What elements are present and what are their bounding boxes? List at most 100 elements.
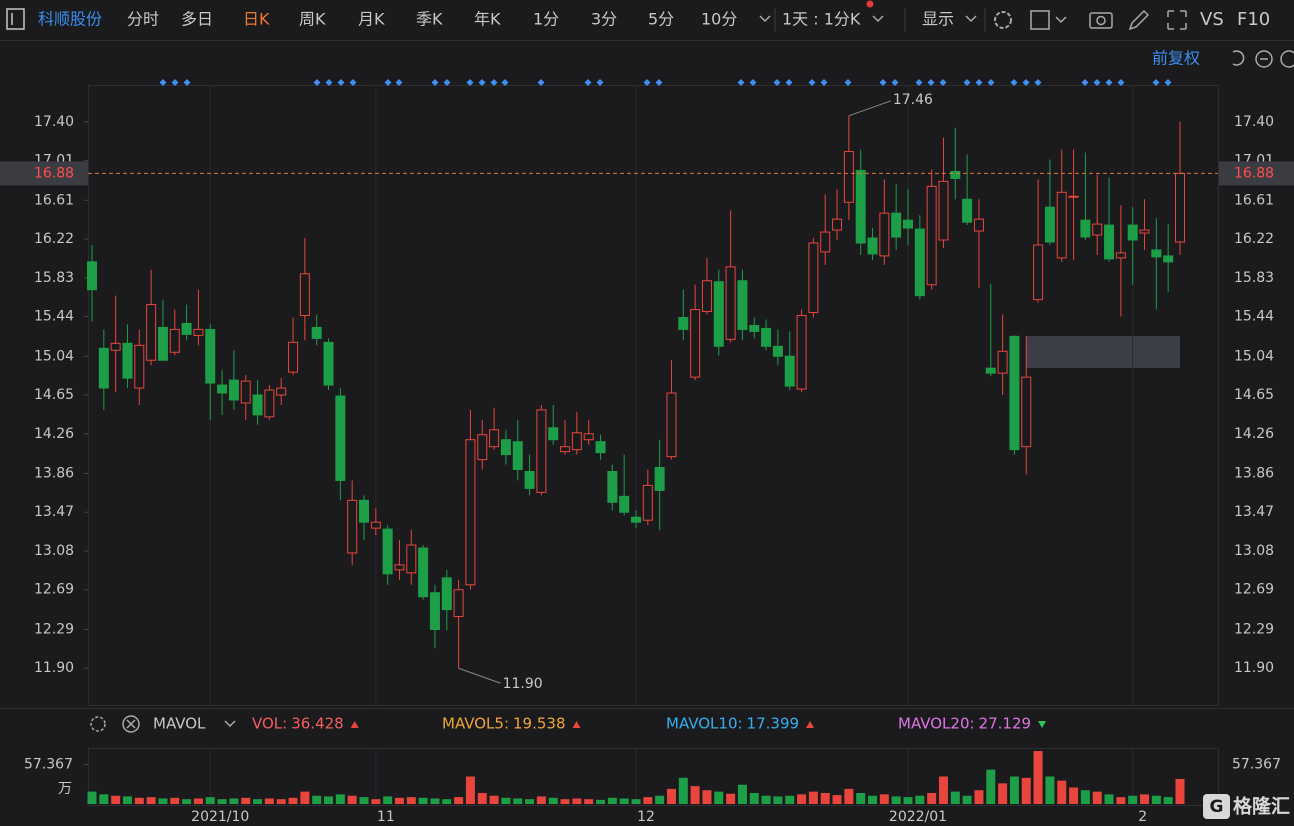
y-tick-label: 13.08 bbox=[1234, 543, 1274, 559]
display-menu[interactable]: 显示 bbox=[922, 10, 954, 29]
volume-bar bbox=[832, 795, 842, 804]
draw-icon[interactable] bbox=[1128, 9, 1150, 31]
indicator-close[interactable] bbox=[122, 715, 140, 733]
volume-bar bbox=[560, 799, 570, 804]
y-tick-label: 13.08 bbox=[34, 543, 74, 559]
y-tick-label: 16.61 bbox=[34, 192, 74, 208]
volume-bar bbox=[205, 797, 215, 804]
tab[interactable]: 月K bbox=[358, 10, 385, 29]
candle-body bbox=[737, 280, 748, 330]
candle-body bbox=[1080, 219, 1091, 238]
volume-bar bbox=[962, 795, 972, 804]
indicator-label: MAVOL5: bbox=[442, 715, 509, 733]
zoom-in-icon[interactable] bbox=[1280, 50, 1294, 68]
signal-marker bbox=[749, 79, 757, 86]
tab[interactable]: 年K bbox=[474, 10, 501, 29]
zoom-out-icon[interactable] bbox=[1255, 50, 1273, 68]
notify-dot bbox=[866, 0, 874, 8]
volume-bar bbox=[406, 797, 416, 804]
candle-body bbox=[973, 218, 984, 232]
stock-name[interactable]: 科顺股份 bbox=[38, 10, 102, 29]
tab[interactable]: 分时 bbox=[127, 10, 159, 29]
layout-icon[interactable] bbox=[1030, 10, 1050, 30]
chevron[interactable] bbox=[1055, 16, 1067, 24]
f10-button[interactable]: F10 bbox=[1237, 9, 1270, 30]
candle-body bbox=[808, 242, 819, 314]
tab[interactable]: 季K bbox=[416, 10, 443, 29]
signal-marker bbox=[466, 79, 474, 86]
signal-marker bbox=[975, 79, 983, 86]
x-tick-label: 2022/01 bbox=[889, 809, 947, 825]
vs-button[interactable]: VS bbox=[1200, 9, 1224, 30]
signal-marker bbox=[584, 79, 592, 86]
adjust-mode[interactable]: 前复权 bbox=[1152, 49, 1200, 68]
volume-bar bbox=[737, 784, 747, 804]
tab[interactable]: 日K bbox=[243, 10, 270, 29]
volume-bar bbox=[241, 797, 251, 804]
chevron[interactable] bbox=[759, 15, 771, 23]
signal-marker bbox=[159, 79, 167, 86]
volume-bar bbox=[749, 793, 759, 804]
candle-body bbox=[619, 495, 630, 513]
candle-body bbox=[891, 212, 902, 238]
reset-icon[interactable] bbox=[1232, 50, 1245, 66]
tab[interactable]: 3分 bbox=[591, 10, 617, 29]
candle-body bbox=[252, 394, 263, 416]
last-price-box bbox=[0, 161, 88, 186]
indicator-value: 19.538 bbox=[513, 715, 566, 733]
y-tick-label: 13.86 bbox=[1234, 465, 1274, 481]
candle-body bbox=[1009, 335, 1020, 451]
tab[interactable]: 5分 bbox=[648, 10, 674, 29]
signal-marker bbox=[183, 79, 191, 86]
candle-body bbox=[512, 441, 523, 471]
x-tick-label: 11 bbox=[377, 809, 395, 825]
settings-icon[interactable] bbox=[994, 11, 1012, 29]
volume-bar bbox=[1057, 780, 1067, 804]
y-tick-label: 14.26 bbox=[1234, 426, 1274, 442]
volume-bar bbox=[938, 776, 948, 804]
watermark-text: 格隆汇 bbox=[1233, 795, 1290, 818]
volume-bar bbox=[678, 777, 688, 804]
tabs: 分时 多日 日K 周K 月K 季K 年K 1分 3分 5分 10分 bbox=[127, 10, 737, 29]
indicator-settings[interactable] bbox=[90, 716, 106, 732]
volume-bar bbox=[927, 793, 937, 804]
volume-bar bbox=[229, 798, 239, 804]
candle-body bbox=[1175, 172, 1185, 243]
candle-body bbox=[725, 266, 736, 340]
y-tick-label: 12.29 bbox=[1234, 621, 1274, 637]
candle-body bbox=[500, 439, 511, 456]
volume-bar bbox=[371, 799, 381, 804]
candle-body bbox=[1021, 376, 1032, 448]
candle-body bbox=[311, 326, 322, 339]
candle-body bbox=[524, 471, 535, 489]
fullscreen-icon[interactable] bbox=[1167, 10, 1187, 30]
camera-icon[interactable] bbox=[1089, 12, 1113, 29]
tab[interactable]: 10分 bbox=[701, 10, 737, 29]
signal-marker bbox=[785, 79, 793, 86]
indicator-name[interactable]: MAVOL bbox=[153, 715, 206, 733]
candle-body bbox=[87, 261, 97, 291]
tab[interactable]: 1分 bbox=[533, 10, 559, 29]
signal-marker bbox=[820, 79, 828, 86]
indicator-arrow bbox=[1038, 721, 1047, 728]
menu-icon[interactable] bbox=[6, 8, 25, 30]
candle-body bbox=[453, 589, 464, 618]
volume-bar bbox=[785, 795, 795, 804]
volume-bar bbox=[418, 797, 428, 804]
chevron[interactable] bbox=[965, 15, 977, 23]
period[interactable]: 1天 : 1分K bbox=[782, 10, 861, 29]
chevron[interactable] bbox=[224, 720, 236, 728]
signal-marker bbox=[844, 79, 852, 86]
volume-bar bbox=[986, 769, 996, 804]
volume-bar bbox=[182, 799, 192, 804]
volume-bar bbox=[1009, 776, 1019, 804]
signal-marker bbox=[737, 79, 745, 86]
chevron[interactable] bbox=[872, 15, 884, 23]
tab[interactable]: 多日 bbox=[181, 10, 213, 29]
candle-body bbox=[157, 326, 168, 361]
tab[interactable]: 周K bbox=[299, 10, 326, 29]
volume-bar bbox=[548, 797, 558, 804]
signal-marker bbox=[171, 79, 179, 86]
volume-bar bbox=[264, 798, 274, 804]
